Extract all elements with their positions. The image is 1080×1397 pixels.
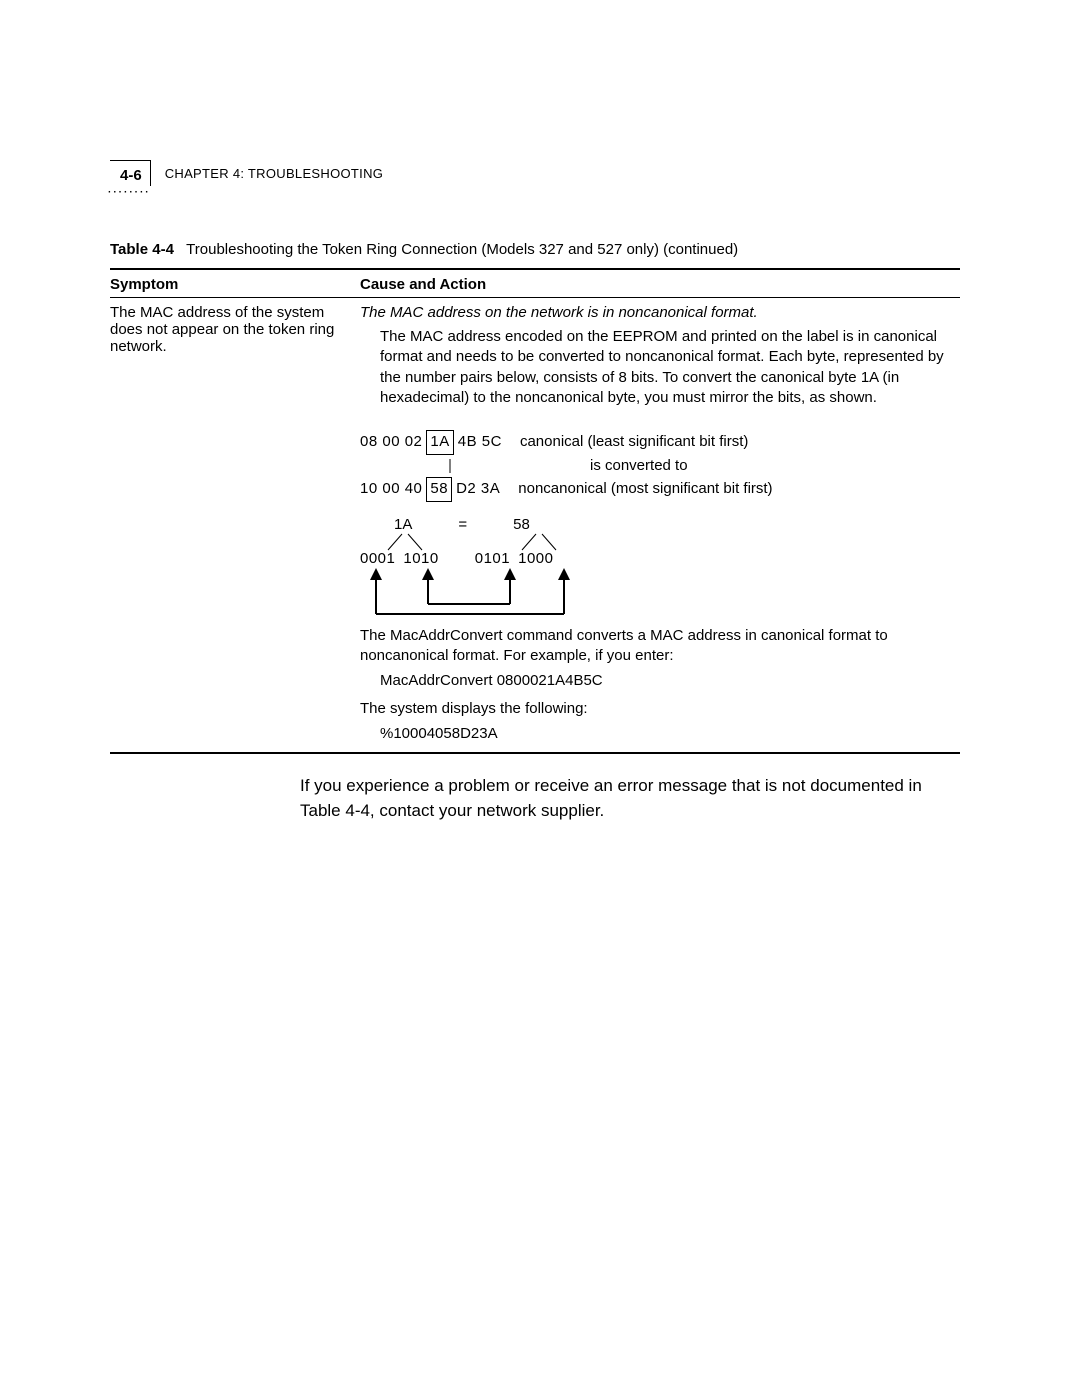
table-header-row: Symptom Cause and Action [110,270,960,298]
bits-right-hi: 0101 [475,550,510,567]
explain-text: The MAC address encoded on the EEPROM an… [360,327,960,408]
equals-sign: = [458,516,467,533]
chapter-title: CHAPTER 4: TROUBLESHOOTING [165,160,384,181]
canon-prefix: 08 00 02 [360,431,422,454]
header-symptom: Symptom [110,276,360,293]
mirror-arrows-icon [360,568,620,616]
running-header: 4-6 ········ CHAPTER 4: TROUBLESHOOTING [110,160,960,186]
convert-explain: The MacAddrConvert command converts a MA… [360,626,960,667]
page-number: 4-6 [120,167,142,184]
table-label: Table 4-4 [110,241,174,258]
noncanon-desc: noncanonical (most significant bit first… [518,478,772,501]
mac-address-lines: 08 00 02 1A 4B 5C canonical (least signi… [360,430,960,502]
footer-paragraph: If you experience a problem or receive a… [300,774,960,823]
bit-mirror-diagram: 1A = 58 0001 1010 0101 [360,516,960,616]
noncanon-boxed-byte: 58 [426,477,452,502]
canon-suffix: 4B 5C [458,431,502,454]
noncanon-prefix: 10 00 40 [360,478,422,501]
bits-right-lo: 1000 [518,550,553,567]
table-caption-text: Troubleshooting the Token Ring Connectio… [186,241,738,258]
noncanonical-row: 10 00 40 58 D2 3A noncanonical (most sig… [360,477,960,502]
page-number-box: 4-6 ········ [110,160,151,186]
convert-command: MacAddrConvert 0800021A4B5C [360,672,960,689]
canon-desc: canonical (least significant bit first) [520,431,748,454]
bit-binary-row: 0001 1010 0101 1000 [360,550,554,567]
cause-text: The MAC address on the network is in non… [360,304,960,321]
table-caption: Table 4-4 Troubleshooting the Token Ring… [110,241,960,258]
display-explain: The system displays the following: [360,699,960,719]
connector-svg-row: is converted to [360,455,960,478]
header-dots-icon: ········ [108,187,151,198]
bit-left-hex: 1A [394,516,412,533]
box-connector-icon [360,459,580,473]
canon-boxed-byte: 1A [426,430,453,455]
noncanon-suffix: D2 3A [456,478,500,501]
bit-right-hex: 58 [513,516,530,533]
bit-hex-row: 1A = 58 [394,516,530,533]
table-row: The MAC address of the system does not a… [110,298,960,752]
page: 4-6 ········ CHAPTER 4: TROUBLESHOOTING … [0,0,1080,824]
bits-left-lo: 1010 [403,550,438,567]
symptom-cell: The MAC address of the system does not a… [110,304,360,742]
action-cell: The MAC address on the network is in non… [360,304,960,742]
display-output: %10004058D23A [360,725,960,742]
mid-desc: is converted to [590,455,688,478]
bits-left-hi: 0001 [360,550,395,567]
header-action: Cause and Action [360,276,960,293]
troubleshoot-table: Symptom Cause and Action The MAC address… [110,268,960,754]
canonical-row: 08 00 02 1A 4B 5C canonical (least signi… [360,430,960,455]
split-lines-icon [366,532,626,552]
